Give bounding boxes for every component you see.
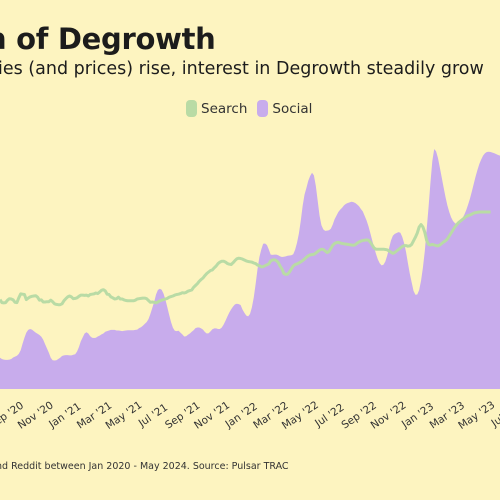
legend-item-social: Social (257, 100, 312, 117)
legend-swatch-search (186, 100, 197, 117)
chart-marks (0, 149, 500, 389)
social-area (0, 149, 500, 389)
chart-title: h of Degrowth (0, 22, 216, 56)
legend-swatch-social (257, 100, 269, 117)
legend-item-search: Search (186, 100, 247, 117)
search-line (0, 210, 491, 307)
chart-subtitle: ies (and prices) rise, interest in Degro… (0, 59, 484, 79)
source-note: nd Reddit between Jan 2020 - May 2024. S… (0, 461, 289, 472)
legend-label-search: Search (201, 100, 248, 117)
x-tick-label: Jul '23 (489, 402, 500, 431)
legend-label-social: Social (272, 100, 313, 117)
legend: Search Social (186, 100, 322, 117)
